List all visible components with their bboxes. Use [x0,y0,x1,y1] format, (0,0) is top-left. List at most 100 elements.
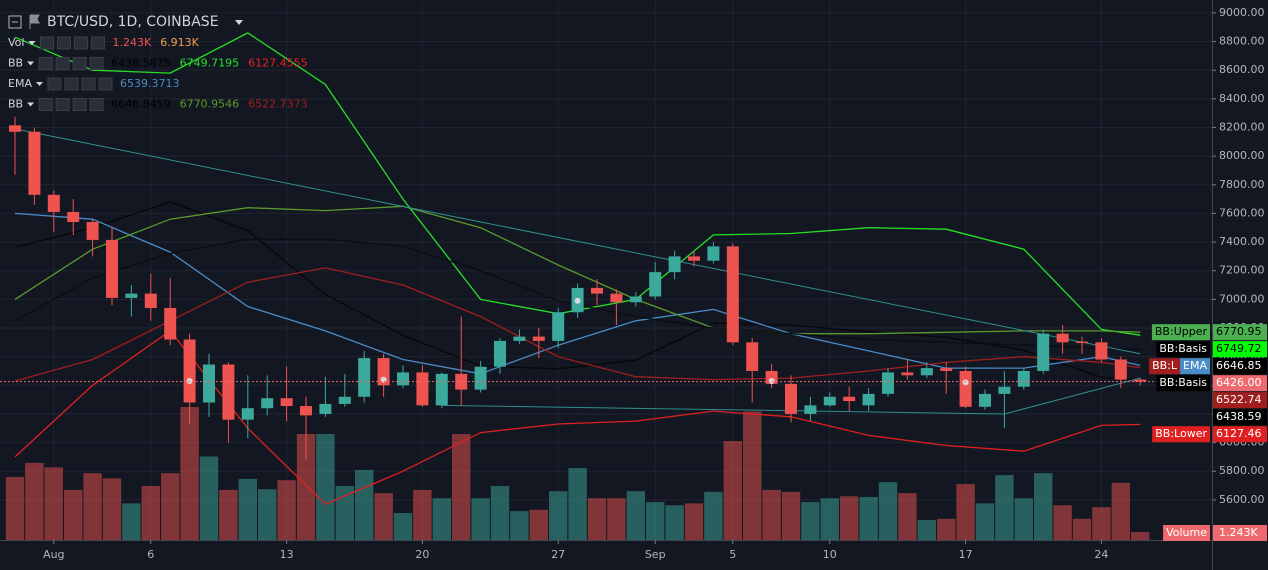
flag-icon[interactable] [29,14,40,29]
volume-bar [898,493,917,540]
volume-bar [277,480,296,540]
price-tag-name: EMA [1183,359,1207,372]
legend-icon[interactable] [55,98,70,111]
y-tick-label: 8400.00 [1219,92,1265,105]
volume-bar [743,411,762,540]
legend-icon[interactable] [90,36,105,50]
volume-bar [25,462,44,540]
price-tag-name-bg [1180,358,1210,375]
price-tag-name-bg [1156,341,1210,358]
legend-value: 6539.3713 [120,77,180,90]
legend-icon[interactable] [64,77,79,91]
price-tag-label: 6127.46 [1216,427,1262,440]
collapse-icon[interactable] [8,15,22,29]
volume-bar [820,498,839,540]
volume-bar [490,486,510,540]
legend-name[interactable]: BB [8,57,23,70]
candle-body [746,342,759,371]
candle-body [241,408,254,420]
legend-caret[interactable] [28,41,36,45]
volume-bar [296,433,316,540]
candle-body [1037,333,1050,371]
volume-bar [1053,505,1072,540]
indicator-line [14,267,1141,382]
price-tag-name-bg [1151,324,1210,341]
indicator-line [14,32,1141,336]
candle-body [183,339,196,403]
volume-bar [5,477,25,540]
candle-body [280,398,293,407]
x-tick-label: 10 [823,548,837,561]
candle-body [86,222,99,240]
volume-bar [626,491,645,540]
volume-bar [917,520,936,540]
symbol-caret[interactable] [235,20,243,25]
volume-bar [335,486,354,540]
legend-icon[interactable] [72,57,87,70]
candle-body [726,246,739,343]
legend-icon[interactable] [73,36,88,50]
volume-bar [878,482,898,540]
candle-body [552,312,565,341]
legend-icon[interactable] [38,57,53,70]
y-tick-label: 7400.00 [1219,235,1265,248]
candle-body [862,393,875,406]
legend-icon[interactable] [98,77,113,91]
volume-bar [607,498,626,540]
y-tick-label: 8800.00 [1219,35,1265,48]
toolbar: BTC/USD, 1D, COINBASE [8,14,243,30]
volume-bar [704,491,723,540]
volume-bar [199,456,219,540]
price-tag-label: 6426.00 [1216,376,1262,389]
legend-value: 1.243K [112,36,151,49]
x-tick-label: 6 [147,548,154,561]
legend-caret[interactable] [27,61,35,66]
price-tag-name: BB:L [1152,359,1178,372]
volume-bar [1034,473,1053,540]
legend-icon[interactable] [39,36,54,50]
legend-icon[interactable] [47,77,62,91]
legend-icon[interactable] [81,77,96,91]
volume-bar [471,498,490,540]
y-tick-label: 7200.00 [1219,264,1265,277]
candle-body [338,396,351,404]
volume-bar [840,496,859,540]
volume-bar [44,467,63,540]
volume-bar [801,502,820,540]
legend-icon[interactable] [89,57,104,70]
symbol-title[interactable]: BTC/USD, 1D, COINBASE [47,14,219,30]
signal-marker [380,376,387,383]
x-tick-label: 17 [959,548,973,561]
legend-name[interactable]: BB [8,98,23,111]
legend-name[interactable]: Vol [8,36,24,49]
y-tick-label: 8600.00 [1219,63,1265,76]
volume-bar [258,489,277,540]
candle-body [804,405,817,414]
candle-body [416,372,429,406]
legend-name[interactable]: EMA [8,77,32,90]
legend-icon[interactable] [55,57,70,70]
legend-caret[interactable] [27,102,35,107]
signal-marker [768,378,775,385]
volume-bar [995,475,1014,540]
legend-caret[interactable] [35,82,43,86]
time-axis-panel [0,540,1212,570]
candle-body [377,358,390,386]
legend-icon[interactable] [89,98,104,111]
price-tag-name: BB:Basis [1159,342,1207,355]
price-tag-label: 6646.85 [1216,359,1262,372]
volume-bar [859,496,878,540]
legend-icon[interactable] [38,98,53,111]
volume-bar [83,473,102,540]
legend-icon[interactable] [56,36,71,50]
price-tag-name: BB:Upper [1155,325,1208,338]
candle-body [979,393,991,407]
legend-icon[interactable] [72,98,87,111]
candle-body [47,194,60,212]
candle-body [67,211,80,223]
price-axis-panel [1212,0,1268,570]
y-tick-label: 5600.00 [1219,493,1265,506]
legend-value: 6127.4555 [248,57,308,70]
signal-marker [574,297,581,304]
x-tick-label: 13 [280,548,294,561]
